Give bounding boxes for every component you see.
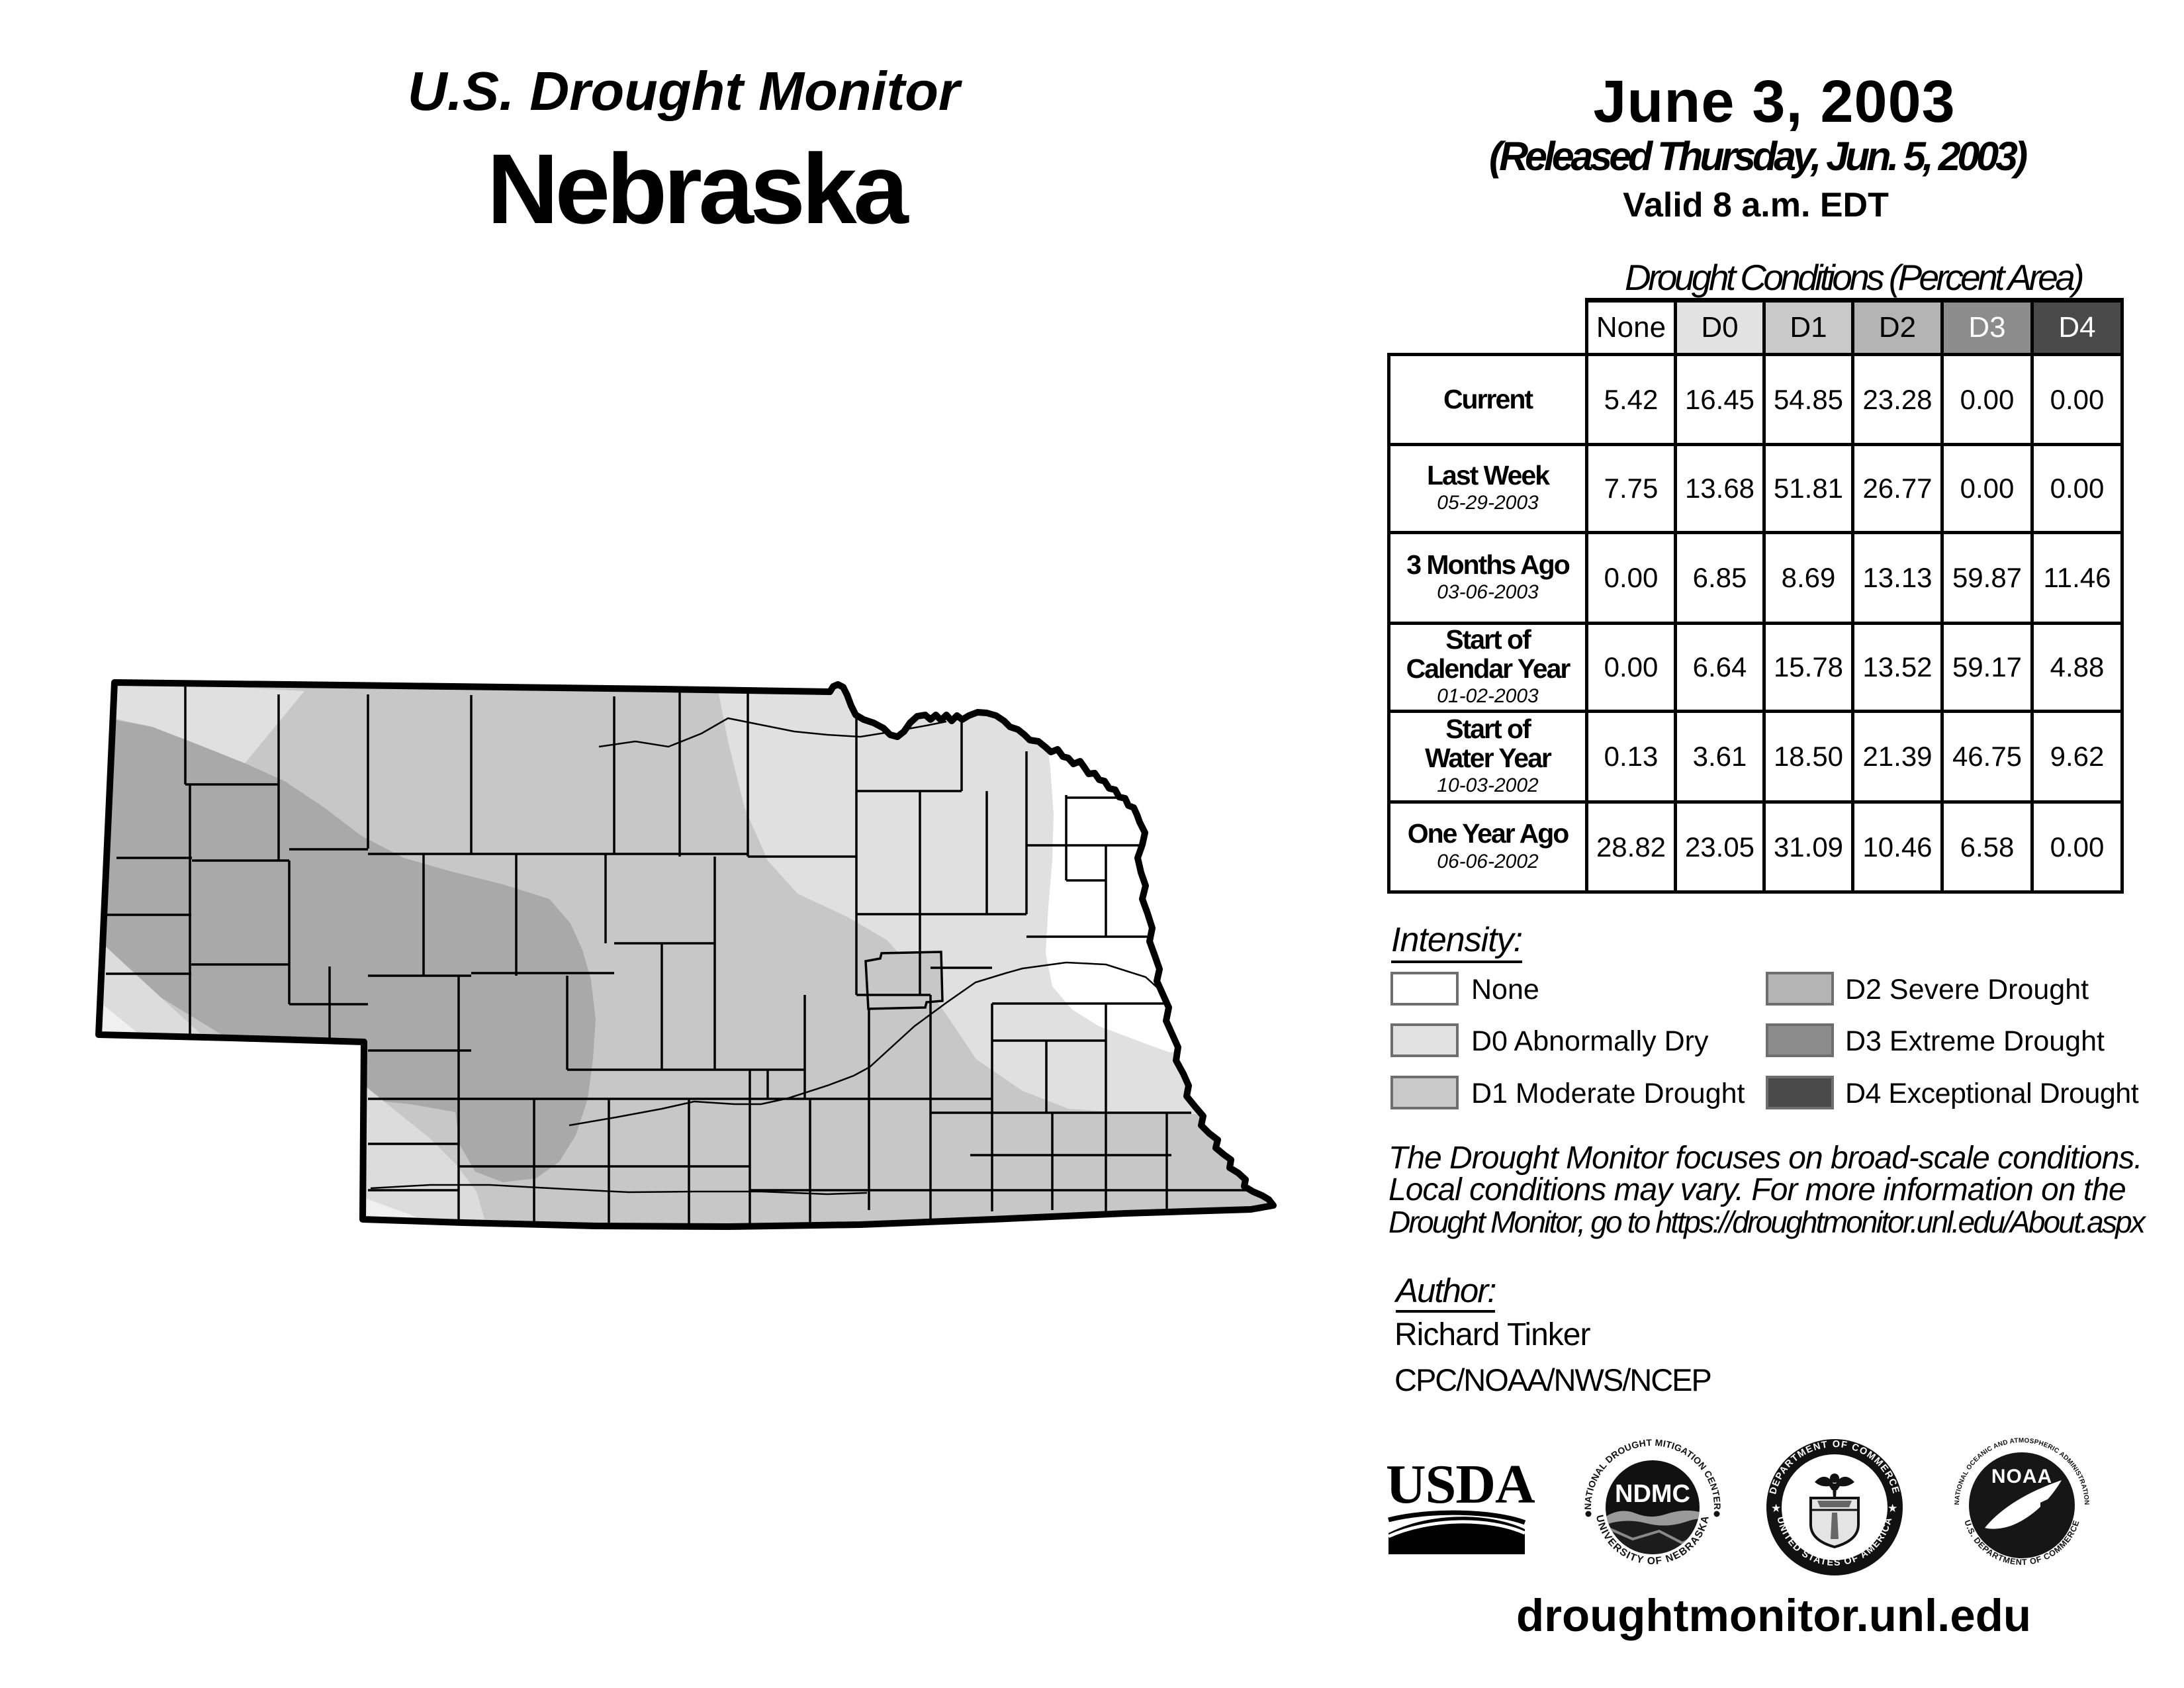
svg-text:NDMC: NDMC xyxy=(1615,1480,1690,1508)
svg-text:USDA: USDA xyxy=(1386,1454,1535,1515)
svg-text:NOAA: NOAA xyxy=(1991,1466,2052,1487)
svg-text:★: ★ xyxy=(1888,1502,1897,1515)
svg-text:★: ★ xyxy=(1771,1502,1781,1515)
